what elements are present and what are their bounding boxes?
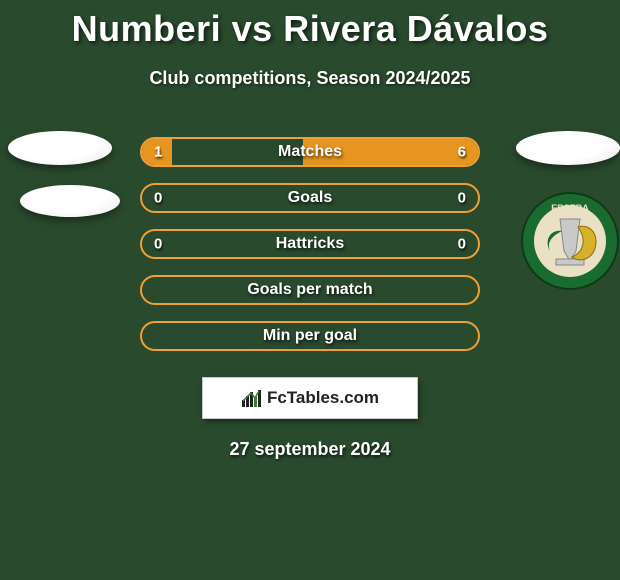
fctables-label: FcTables.com — [267, 388, 379, 408]
stat-pill: Goals per match — [140, 275, 480, 305]
page-title: Numberi vs Rivera Dávalos — [0, 0, 620, 50]
date-text: 27 september 2024 — [0, 439, 620, 460]
stat-right-value: 0 — [458, 236, 466, 253]
stats-area: ERSEBA 16Matches00Goals00HattricksGoals … — [0, 129, 620, 359]
stat-label: Goals — [288, 189, 332, 207]
stat-row: 1 6 Matches — [0, 129, 620, 175]
stat-pill: 0 0 Goals — [140, 183, 480, 213]
stat-right-value: 0 — [458, 190, 466, 207]
stat-left-value: 1 — [154, 144, 162, 161]
bars-icon — [241, 388, 263, 408]
fctables-box: FcTables.com — [202, 377, 418, 419]
stat-row: Min per goal — [0, 313, 620, 359]
stat-row: Goals per match — [0, 267, 620, 313]
page-subtitle: Club competitions, Season 2024/2025 — [0, 68, 620, 89]
stat-pill: Min per goal — [140, 321, 480, 351]
stat-row: 0 0 Goals — [0, 175, 620, 221]
stat-pill: 1 6 Matches — [140, 137, 480, 167]
stat-label: Min per goal — [263, 327, 357, 345]
stat-label: Goals per match — [247, 281, 372, 299]
stat-left-value: 0 — [154, 190, 162, 207]
stat-label: Matches — [278, 143, 342, 161]
stat-left-value: 0 — [154, 236, 162, 253]
stat-right-value: 6 — [458, 144, 466, 161]
stat-row: 0 0 Hattricks — [0, 221, 620, 267]
stat-label: Hattricks — [276, 235, 344, 253]
stat-pill: 0 0 Hattricks — [140, 229, 480, 259]
